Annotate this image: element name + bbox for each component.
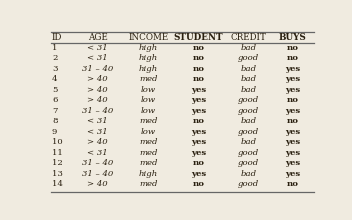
Text: med: med <box>139 180 158 188</box>
Text: bad: bad <box>241 138 257 146</box>
Text: yes: yes <box>285 86 300 94</box>
Text: 8: 8 <box>52 117 57 125</box>
Text: 13: 13 <box>52 170 63 178</box>
Text: low: low <box>141 86 156 94</box>
Text: good: good <box>238 180 259 188</box>
Text: yes: yes <box>285 65 300 73</box>
Text: no: no <box>193 75 205 83</box>
Text: 31 – 40: 31 – 40 <box>82 170 113 178</box>
Text: 6: 6 <box>52 96 57 104</box>
Text: 31 – 40: 31 – 40 <box>82 65 113 73</box>
Text: 7: 7 <box>52 107 57 115</box>
Text: 9: 9 <box>52 128 57 136</box>
Text: > 40: > 40 <box>87 75 108 83</box>
Text: yes: yes <box>191 128 206 136</box>
Text: bad: bad <box>241 117 257 125</box>
Text: med: med <box>139 117 158 125</box>
Text: 1: 1 <box>52 44 57 52</box>
Text: 3: 3 <box>52 65 57 73</box>
Text: yes: yes <box>285 138 300 146</box>
Text: no: no <box>193 180 205 188</box>
Text: good: good <box>238 159 259 167</box>
Text: yes: yes <box>285 75 300 83</box>
Text: < 31: < 31 <box>87 117 108 125</box>
Text: 11: 11 <box>52 148 63 157</box>
Text: yes: yes <box>191 138 206 146</box>
Text: bad: bad <box>241 65 257 73</box>
Text: no: no <box>287 54 299 62</box>
Text: yes: yes <box>191 86 206 94</box>
Text: high: high <box>139 170 158 178</box>
Text: good: good <box>238 96 259 104</box>
Text: 14: 14 <box>52 180 63 188</box>
Text: yes: yes <box>191 148 206 157</box>
Text: < 31: < 31 <box>87 44 108 52</box>
Text: no: no <box>193 117 205 125</box>
Text: 12: 12 <box>52 159 63 167</box>
Text: 31 – 40: 31 – 40 <box>82 107 113 115</box>
Text: > 40: > 40 <box>87 138 108 146</box>
Text: med: med <box>139 138 158 146</box>
Text: med: med <box>139 159 158 167</box>
Text: low: low <box>141 107 156 115</box>
Text: > 40: > 40 <box>87 96 108 104</box>
Text: yes: yes <box>285 148 300 157</box>
Text: yes: yes <box>191 170 206 178</box>
Text: good: good <box>238 148 259 157</box>
Text: low: low <box>141 96 156 104</box>
Text: bad: bad <box>241 44 257 52</box>
Text: 31 – 40: 31 – 40 <box>82 159 113 167</box>
Text: low: low <box>141 128 156 136</box>
Text: INCOME: INCOME <box>128 33 169 42</box>
Text: no: no <box>287 117 299 125</box>
Text: yes: yes <box>191 107 206 115</box>
Text: good: good <box>238 107 259 115</box>
Text: yes: yes <box>285 128 300 136</box>
Text: STUDENT: STUDENT <box>174 33 224 42</box>
Text: good: good <box>238 128 259 136</box>
Text: yes: yes <box>191 96 206 104</box>
Text: med: med <box>139 148 158 157</box>
Text: > 40: > 40 <box>87 180 108 188</box>
Text: no: no <box>193 44 205 52</box>
Text: < 31: < 31 <box>87 54 108 62</box>
Text: yes: yes <box>285 107 300 115</box>
Text: BUYS: BUYS <box>279 33 307 42</box>
Text: 4: 4 <box>52 75 57 83</box>
Text: no: no <box>193 54 205 62</box>
Text: no: no <box>287 44 299 52</box>
Text: high: high <box>139 54 158 62</box>
Text: bad: bad <box>241 170 257 178</box>
Text: > 40: > 40 <box>87 86 108 94</box>
Text: CREDIT: CREDIT <box>231 33 267 42</box>
Text: ID: ID <box>52 33 62 42</box>
Text: med: med <box>139 75 158 83</box>
Text: 5: 5 <box>52 86 57 94</box>
Text: high: high <box>139 44 158 52</box>
Text: bad: bad <box>241 75 257 83</box>
Text: no: no <box>287 180 299 188</box>
Text: no: no <box>193 159 205 167</box>
Text: no: no <box>287 96 299 104</box>
Text: 10: 10 <box>52 138 63 146</box>
Text: < 31: < 31 <box>87 128 108 136</box>
Text: 2: 2 <box>52 54 57 62</box>
Text: < 31: < 31 <box>87 148 108 157</box>
Text: no: no <box>193 65 205 73</box>
Text: high: high <box>139 65 158 73</box>
Text: good: good <box>238 54 259 62</box>
Text: yes: yes <box>285 170 300 178</box>
Text: yes: yes <box>285 159 300 167</box>
Text: AGE: AGE <box>88 33 107 42</box>
Text: bad: bad <box>241 86 257 94</box>
